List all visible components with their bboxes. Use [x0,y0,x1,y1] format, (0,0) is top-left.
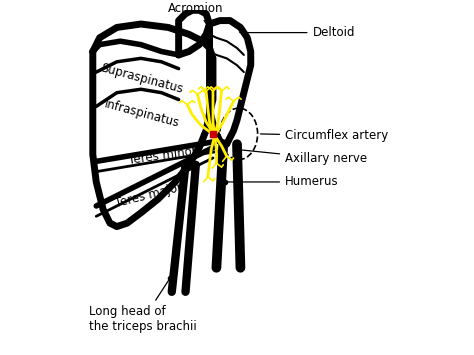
Text: Teres minor: Teres minor [127,145,197,168]
Text: Circumflex artery: Circumflex artery [260,129,388,142]
Text: Axillary nerve: Axillary nerve [238,149,367,165]
Text: Long head of
the triceps brachii: Long head of the triceps brachii [90,280,197,333]
Text: Humerus: Humerus [228,175,339,189]
Text: Deltoid: Deltoid [240,26,355,39]
Text: Infraspinatus: Infraspinatus [103,97,181,130]
Text: Supraspinatus: Supraspinatus [100,62,185,96]
Text: Acromion: Acromion [168,2,224,23]
Text: Teres major: Teres major [113,181,183,210]
